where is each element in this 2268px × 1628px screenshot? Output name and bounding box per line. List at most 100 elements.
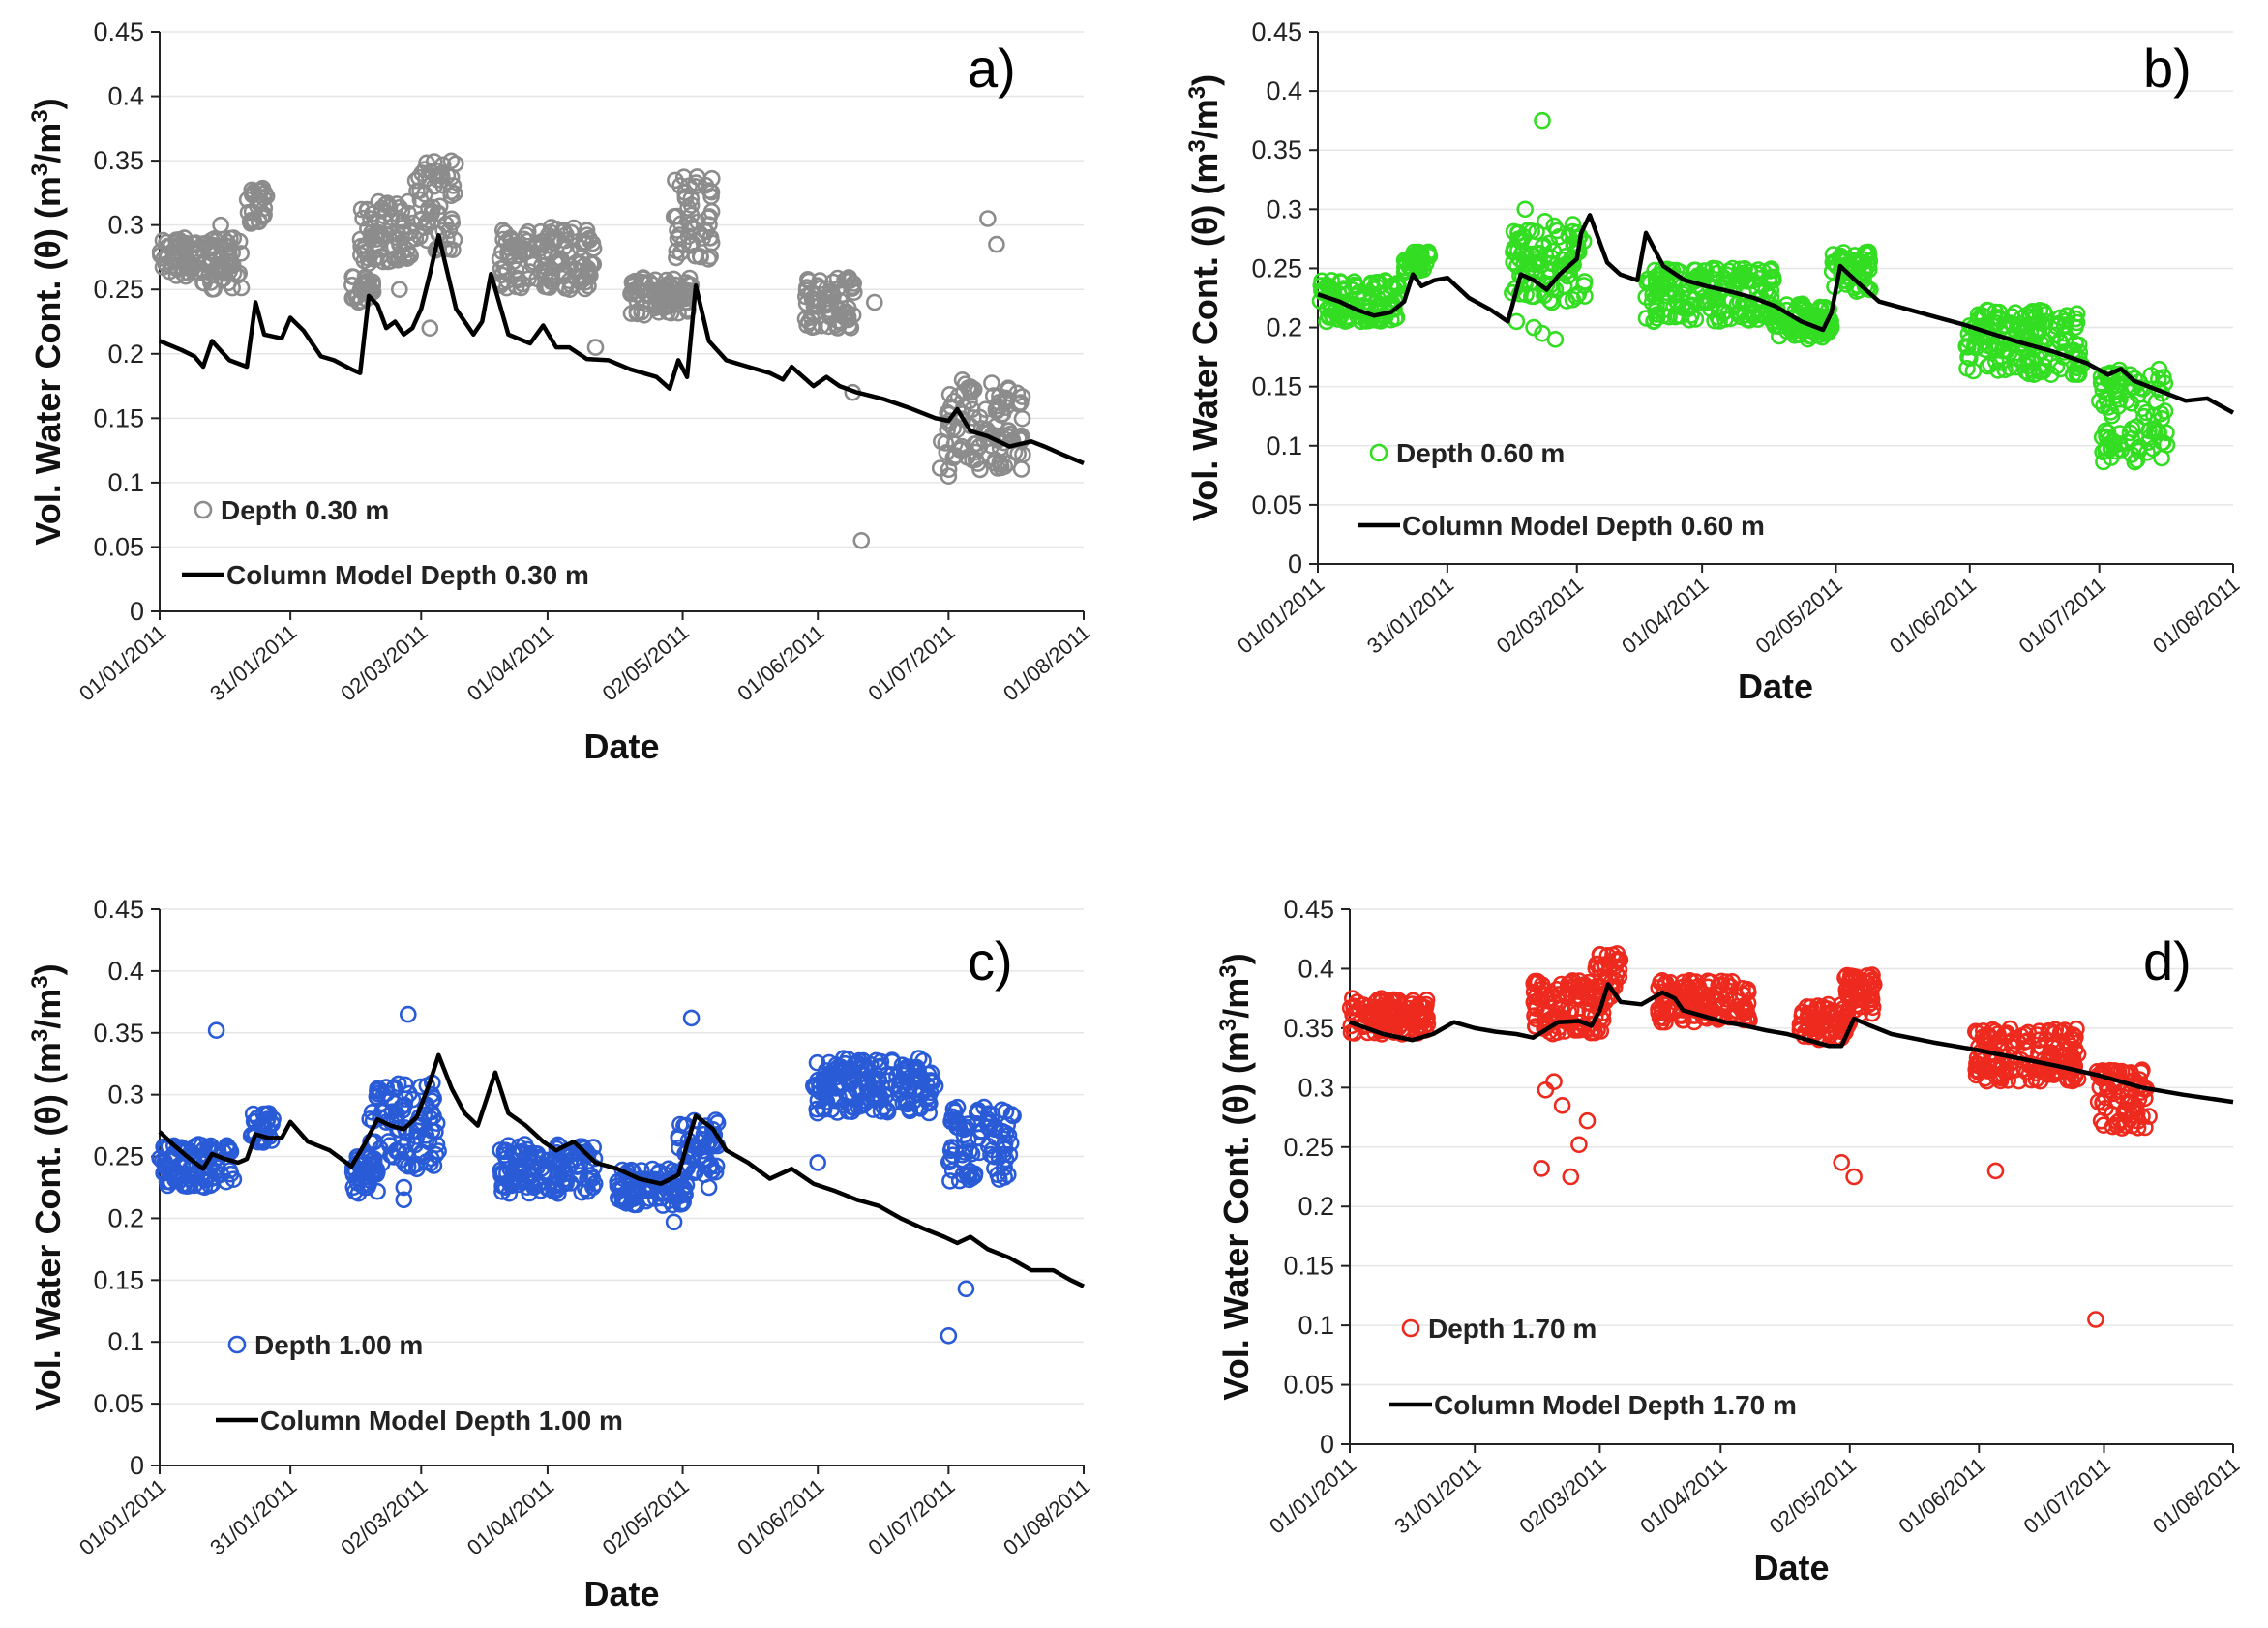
data-point — [628, 292, 646, 311]
data-point-outlier — [1546, 330, 1565, 348]
data-point — [492, 1164, 511, 1182]
x-tick-label: 01/06/2011 — [1894, 1453, 1989, 1539]
data-point — [520, 270, 537, 288]
data-point — [2113, 1119, 2131, 1137]
data-point — [899, 1095, 916, 1113]
x-tick-label: 01/07/2011 — [863, 620, 959, 706]
data-point — [2130, 1112, 2147, 1130]
data-point — [1683, 973, 1701, 992]
data-point — [425, 153, 443, 170]
panel-label: d) — [2143, 931, 2192, 992]
data-point — [583, 1169, 602, 1187]
data-point-outlier — [207, 1021, 225, 1039]
data-point — [1647, 270, 1665, 288]
data-point-outlier — [1545, 1073, 1563, 1090]
y-tick-label: 0.45 — [93, 17, 144, 46]
data-point — [522, 1144, 539, 1163]
data-point — [507, 278, 525, 296]
data-point — [982, 1145, 1000, 1164]
data-point — [372, 248, 389, 266]
data-point — [1604, 946, 1622, 964]
data-point-outlier — [665, 1213, 683, 1231]
data-point — [1701, 300, 1719, 317]
data-point — [345, 1183, 364, 1200]
data-point — [554, 222, 572, 239]
scatter-series — [151, 152, 1031, 549]
data-point-outlier — [212, 216, 229, 234]
data-point — [412, 211, 431, 228]
data-point — [1318, 300, 1336, 318]
y-tick-label: 0.05 — [93, 532, 144, 561]
data-point — [1762, 281, 1780, 300]
x-tick-label: 01/01/2011 — [1233, 573, 1328, 659]
y-tick-label: 0.05 — [93, 1389, 144, 1418]
data-point — [1808, 1014, 1826, 1032]
data-point — [609, 1189, 627, 1207]
legend-label-observed: Depth 1.70 m — [1428, 1314, 1597, 1344]
data-point — [1409, 252, 1427, 270]
data-point — [1836, 1007, 1854, 1025]
data-point — [444, 241, 462, 259]
data-point — [362, 229, 380, 248]
legend: Depth 0.60 m Column Model Depth 0.60 m — [1358, 438, 1765, 541]
legend-label-observed: Depth 0.30 m — [221, 495, 389, 525]
data-point — [1729, 271, 1746, 288]
x-tick-label: 02/05/2011 — [1765, 1453, 1861, 1539]
data-point — [867, 1051, 885, 1070]
y-tick-label: 0.35 — [93, 1019, 144, 1048]
data-point — [1558, 988, 1576, 1006]
y-axis-label: Vol. Water Cont. (θ) (m3/m3) — [27, 963, 69, 1410]
data-point — [983, 374, 1000, 392]
data-point — [373, 1154, 391, 1172]
data-point-outlier — [1525, 318, 1542, 337]
data-point — [508, 269, 525, 287]
data-point — [2140, 1108, 2158, 1125]
data-point — [967, 451, 985, 469]
data-point — [1567, 988, 1585, 1005]
data-point — [1721, 977, 1740, 995]
x-tick-label: 01/04/2011 — [463, 1474, 558, 1560]
data-point — [417, 1127, 435, 1144]
data-point — [1836, 252, 1855, 270]
y-tick-label: 0.4 — [107, 82, 144, 111]
data-point — [1692, 294, 1710, 312]
y-tick-label: 0.05 — [1283, 1371, 1334, 1400]
data-point — [898, 1080, 916, 1097]
data-point — [1710, 992, 1727, 1009]
data-point-outlier — [1578, 1111, 1597, 1130]
data-point — [1534, 976, 1551, 993]
y-tick-label: 0.35 — [93, 146, 144, 175]
data-point — [1682, 297, 1700, 315]
x-tick-label: 31/01/2011 — [1389, 1453, 1485, 1539]
data-point — [1382, 277, 1399, 295]
y-axis-label: Vol. Water Cont. (θ) (m3/m3) — [27, 98, 69, 545]
data-point — [612, 1180, 631, 1199]
data-point — [985, 454, 1003, 472]
data-point — [997, 389, 1015, 407]
data-point — [674, 168, 693, 186]
data-point — [662, 297, 680, 314]
data-point — [671, 226, 689, 244]
data-point — [1392, 1016, 1411, 1033]
data-point — [375, 207, 393, 225]
data-point — [1655, 307, 1673, 325]
data-point-outlier — [979, 210, 997, 227]
data-point — [2113, 1087, 2131, 1106]
data-point — [816, 294, 834, 312]
x-tick-label: 31/01/2011 — [1362, 573, 1458, 659]
legend-marker-circle — [227, 1335, 247, 1354]
data-point — [398, 1133, 416, 1150]
data-point — [843, 1099, 861, 1116]
data-point-outlier — [1562, 1168, 1580, 1186]
y-tick-label: 0.15 — [1251, 372, 1302, 401]
data-point — [1536, 213, 1554, 230]
data-point — [806, 294, 823, 312]
panel-label: a) — [968, 38, 1016, 99]
data-point — [232, 279, 251, 297]
data-point — [418, 154, 435, 172]
data-point — [413, 1143, 431, 1161]
data-point — [1561, 256, 1578, 275]
data-point — [966, 1165, 984, 1183]
data-point — [1766, 317, 1784, 335]
data-point — [251, 194, 269, 213]
